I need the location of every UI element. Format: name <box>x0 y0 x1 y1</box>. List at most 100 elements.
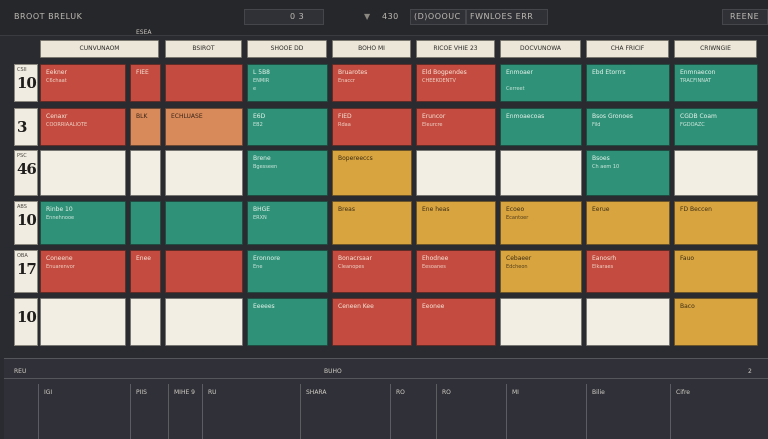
column-header[interactable]: BOHO MI <box>332 40 411 58</box>
schedule-cell[interactable]: Eerue <box>586 201 670 245</box>
schedule-cell[interactable]: BHGE ERXN <box>247 201 328 245</box>
schedule-cell[interactable] <box>130 150 161 196</box>
cell-text: CGDB Coam <box>680 113 717 120</box>
schedule-cell[interactable] <box>165 201 243 245</box>
schedule-cell[interactable]: Bonacrsaar Cleanopes <box>332 250 412 293</box>
row-label-small: OBA <box>17 253 28 259</box>
column-header[interactable]: SHOOE DD <box>247 40 327 58</box>
schedule-cell[interactable]: Eanosrh Elkaraes <box>586 250 670 293</box>
column-header[interactable]: DOCVUNOWA <box>500 40 581 58</box>
schedule-cell[interactable] <box>130 298 161 346</box>
schedule-cell[interactable] <box>130 201 161 245</box>
cell-text: ERXN <box>253 215 267 221</box>
schedule-cell[interactable] <box>165 150 243 196</box>
schedule-cell[interactable]: ECHLUASE <box>165 108 243 146</box>
schedule-cell[interactable] <box>165 64 243 102</box>
timeline-tick-label: MI <box>512 389 519 396</box>
column-header[interactable]: CUNVUNAOM <box>40 40 159 58</box>
cell-text: Enuarenvor <box>46 264 75 270</box>
schedule-cell[interactable] <box>500 298 582 346</box>
timeline-tick <box>390 384 391 439</box>
schedule-cell[interactable]: Rinbe 10 Ennehnooe <box>40 201 126 245</box>
row-number: 10 <box>17 211 37 229</box>
cell-text: Bgesseen <box>253 164 278 170</box>
schedule-cell[interactable]: Enmoaer Cerreet <box>500 64 582 102</box>
timeline-tick-label: RU <box>208 389 217 396</box>
schedule-cell[interactable]: Eld Bogpendes CHEEKOENTV <box>416 64 496 102</box>
schedule-cell[interactable] <box>674 150 758 196</box>
filter-value: FWNLOES ERR <box>470 12 534 21</box>
schedule-cell[interactable] <box>40 298 126 346</box>
schedule-cell[interactable]: Enmoaecoas <box>500 108 582 146</box>
schedule-cell[interactable]: FIED Rdaa <box>332 108 412 146</box>
cell-text: Eeonee <box>422 303 445 310</box>
search-box[interactable] <box>410 9 466 25</box>
cell-text: Enee <box>136 255 151 262</box>
schedule-cell[interactable]: Eruncor Eleurcre <box>416 108 496 146</box>
timeline-tick <box>436 384 437 439</box>
schedule-cell[interactable]: L 5B8 ENMIR e <box>247 64 328 102</box>
timeline-center-label: BUHO <box>324 368 342 375</box>
schedule-cell[interactable]: Ene heas <box>416 201 496 245</box>
row-number: 10 <box>17 308 37 326</box>
schedule-cell[interactable] <box>40 150 126 196</box>
sub-toolbar: ESEA <box>0 27 768 41</box>
cell-text: Eld Bogpendes <box>422 69 467 76</box>
column-header[interactable]: RICOE VHIE 23 <box>416 40 495 58</box>
filter-box[interactable] <box>466 9 548 25</box>
schedule-cell[interactable]: Bsoes Ch aem 10 <box>586 150 670 196</box>
schedule-cell[interactable]: FIEE <box>130 64 161 102</box>
schedule-cell[interactable]: Bopereeccs <box>332 150 412 196</box>
schedule-cell[interactable]: Eeeees <box>247 298 328 346</box>
cell-text: Ennehnooe <box>46 215 75 221</box>
schedule-cell[interactable]: E6D EB2 <box>247 108 328 146</box>
search-value: (D)OOOUC <box>414 12 461 21</box>
cell-text: ECHLUASE <box>171 113 203 120</box>
cell-text: Eekner <box>46 69 67 76</box>
cell-text: FD Beccen <box>680 206 712 213</box>
schedule-cell[interactable]: FD Beccen <box>674 201 758 245</box>
filter-icon[interactable]: ▼ <box>364 12 371 21</box>
schedule-cell[interactable] <box>500 150 582 196</box>
timeline-tick-label: Cifre <box>676 389 690 396</box>
right-field-value: REENE <box>730 12 760 21</box>
schedule-cell[interactable]: Fauo <box>674 250 758 293</box>
schedule-cell[interactable]: CGDB Coam FGDOAZC <box>674 108 758 146</box>
cell-text: Ene heas <box>422 206 450 213</box>
column-header[interactable]: CRIWNGIE <box>674 40 757 58</box>
schedule-cell[interactable]: Coneene Enuarenvor <box>40 250 126 293</box>
schedule-cell[interactable] <box>416 150 496 196</box>
row-label-small: PSC <box>17 153 27 159</box>
field-two-value: 430 <box>382 12 399 21</box>
row-number: 17 <box>17 260 37 278</box>
schedule-cell[interactable]: Enee <box>130 250 161 293</box>
schedule-cell[interactable]: Baco <box>674 298 758 346</box>
schedule-cell[interactable]: Bsos Gronoes Fild <box>586 108 670 146</box>
schedule-cell[interactable]: Ehodnee Eesoanes <box>416 250 496 293</box>
schedule-cell[interactable] <box>586 298 670 346</box>
row-number: 3 <box>17 118 27 136</box>
schedule-cell[interactable]: Enmnaecon TRACFINNAT <box>674 64 758 102</box>
field-one[interactable] <box>244 9 324 25</box>
schedule-cell[interactable]: Ecoeo Ecantoer <box>500 201 582 245</box>
schedule-cell[interactable]: Breas <box>332 201 412 245</box>
schedule-cell[interactable]: Cebaeer Edcheon <box>500 250 582 293</box>
schedule-cell[interactable]: Ceneen Kee <box>332 298 412 346</box>
timeline-tick <box>168 384 169 439</box>
app-title: BROOT BRELUK <box>14 12 83 21</box>
cell-text: Enmoaecoas <box>506 113 545 120</box>
schedule-cell[interactable]: Brene Bgesseen <box>247 150 328 196</box>
schedule-cell[interactable]: Cenaxr COORRIAALIOTE <box>40 108 126 146</box>
schedule-cell[interactable]: Ebd Etorrrs <box>586 64 670 102</box>
column-header[interactable]: BSIROT <box>165 40 242 58</box>
schedule-cell[interactable] <box>165 298 243 346</box>
schedule-cell[interactable] <box>165 250 243 293</box>
schedule-cell[interactable]: Eronnore Ene <box>247 250 328 293</box>
schedule-cell[interactable]: BLK <box>130 108 161 146</box>
schedule-cell[interactable]: Eeonee <box>416 298 496 346</box>
column-header[interactable]: CHA FRICIF <box>586 40 669 58</box>
timeline-tick-label: SHARA <box>306 389 327 396</box>
schedule-cell[interactable]: Eekner C6chaat <box>40 64 126 102</box>
cell-text: TRACFINNAT <box>680 78 712 84</box>
schedule-cell[interactable]: Bruarotes Enaccr <box>332 64 412 102</box>
